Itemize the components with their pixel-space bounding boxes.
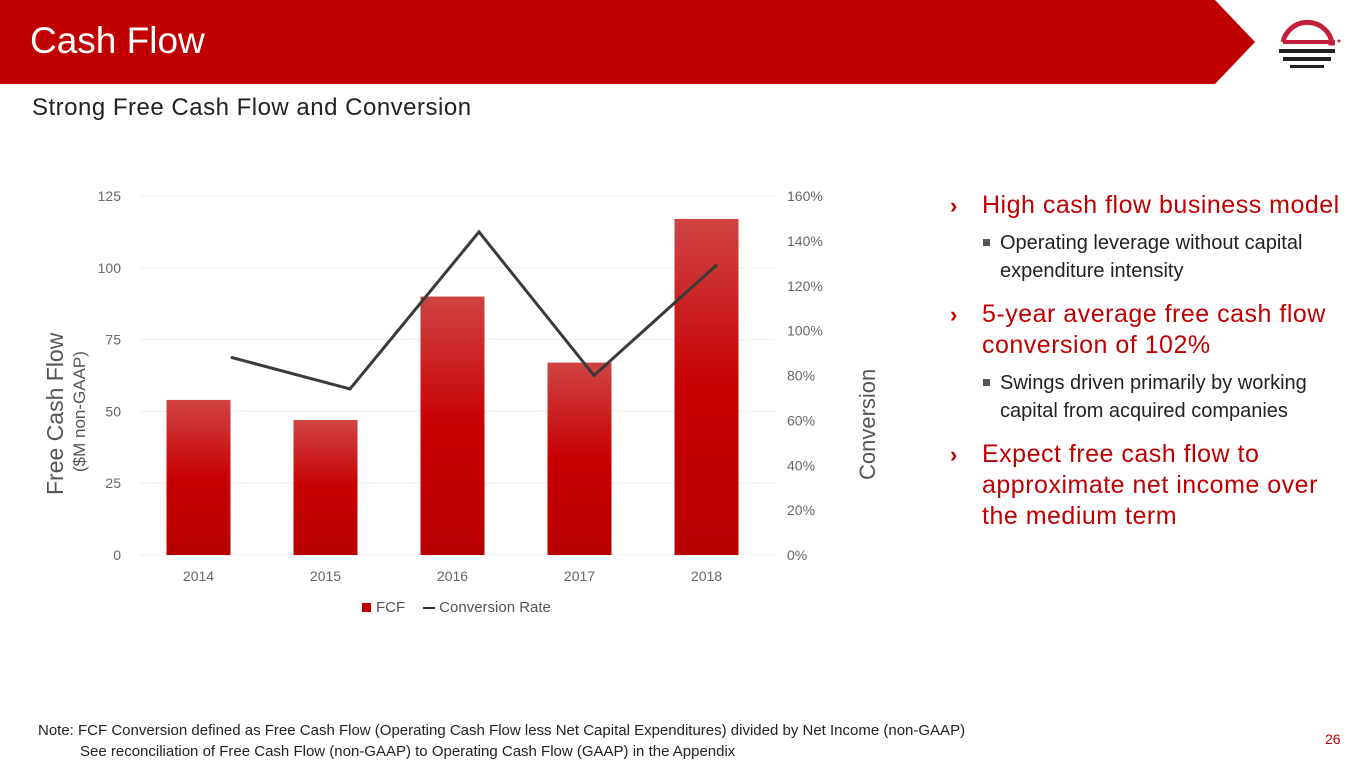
bullet-heading: › 5-year average free cash flow conversio… xyxy=(950,299,1350,361)
company-logo xyxy=(1279,19,1341,68)
y2-tick-label: 0% xyxy=(787,547,807,563)
y-tick-label: 50 xyxy=(105,403,121,419)
conversion-point-2015 xyxy=(348,387,352,391)
y-tick-label: 75 xyxy=(105,332,121,348)
y2-tick-label: 60% xyxy=(787,412,815,428)
page-number: 26 xyxy=(1325,731,1341,747)
bullet-text: High cash flow business model xyxy=(982,191,1340,219)
footnote-line-2: See reconciliation of Free Cash Flow (no… xyxy=(80,743,736,760)
sub-bullet: Operating leverage without capital expen… xyxy=(950,229,1350,285)
x-tick-label: 2014 xyxy=(183,568,214,584)
conversion-point-2018 xyxy=(714,264,718,268)
bar-fcf-2018 xyxy=(674,218,739,555)
conversion-point-2016 xyxy=(477,230,481,234)
sub-bullet-text: Swings driven primarily by working capit… xyxy=(1000,372,1307,422)
y-axis-title: Free Cash Flow xyxy=(42,332,68,495)
bar-fcf-2015 xyxy=(293,420,358,555)
legend-fcf-swatch xyxy=(362,603,371,612)
x-tick-label: 2017 xyxy=(564,568,595,584)
y-tick-label: 100 xyxy=(98,260,122,276)
chart-svg: 0 25 50 75 100 125 0% 20% 40% 60% 80% 100% 120% 140% 1… xyxy=(98,188,823,584)
square-bullet-icon xyxy=(983,239,990,246)
legend-line-swatch xyxy=(423,606,436,609)
bar-fcf-2017 xyxy=(547,362,612,555)
y2-tick-label: 160% xyxy=(787,188,823,204)
page-subtitle: Strong Free Cash Flow and Conversion xyxy=(32,94,472,121)
footnote: Note: FCF Conversion defined as Free Cas… xyxy=(38,720,965,762)
chart-legend: FCF Conversion Rate xyxy=(362,599,551,616)
x-tick-label: 2016 xyxy=(437,568,468,584)
conversion-point-2014 xyxy=(230,356,234,360)
legend-fcf: FCF xyxy=(376,599,406,616)
y2-tick-label: 120% xyxy=(787,278,823,294)
y-tick-label: 0 xyxy=(113,547,121,563)
chevron-icon: › xyxy=(950,302,958,327)
y2-tick-label: 20% xyxy=(787,502,815,518)
bullet-text: Expect free cash flow to approximate net… xyxy=(982,440,1318,530)
x-tick-label: 2018 xyxy=(691,568,722,584)
y2-tick-label: 140% xyxy=(787,233,823,249)
bullet-heading: › High cash flow business model xyxy=(950,190,1350,221)
bar-fcf-2014 xyxy=(166,399,231,555)
bullet-heading: › Expect free cash flow to approximate ne… xyxy=(950,439,1350,532)
y-tick-label: 125 xyxy=(98,188,122,204)
page-title: Cash Flow xyxy=(30,20,205,61)
footnote-line-1: Note: FCF Conversion defined as Free Cas… xyxy=(38,722,966,739)
sub-bullet-text: Operating leverage without capital expen… xyxy=(1000,232,1303,282)
y-tick-label: 25 xyxy=(105,475,121,491)
x-tick-label: 2015 xyxy=(310,568,341,584)
key-points: › High cash flow business model Operating… xyxy=(950,190,1350,540)
y2-tick-label: 80% xyxy=(787,368,815,384)
sub-bullet: Swings driven primarily by working capit… xyxy=(950,369,1350,425)
title-banner xyxy=(0,0,1255,84)
chevron-icon: › xyxy=(950,193,958,218)
bullet-text: 5-year average free cash flow conversion… xyxy=(982,300,1326,359)
y2-axis-title: Conversion xyxy=(855,368,880,480)
y-axis-subtitle: ($M non-GAAP) xyxy=(70,351,89,472)
legend-conversion: Conversion Rate xyxy=(439,599,551,616)
conversion-point-2017 xyxy=(592,374,596,377)
square-bullet-icon xyxy=(983,379,990,386)
fcf-chart: 0 25 50 75 100 125 0% 20% 40% 60% 80% 100% 120% 140% 1… xyxy=(0,170,900,635)
chevron-icon: › xyxy=(950,442,958,467)
y2-tick-label: 100% xyxy=(787,323,823,339)
bar-fcf-2016 xyxy=(420,296,485,555)
y2-tick-label: 40% xyxy=(787,457,815,473)
